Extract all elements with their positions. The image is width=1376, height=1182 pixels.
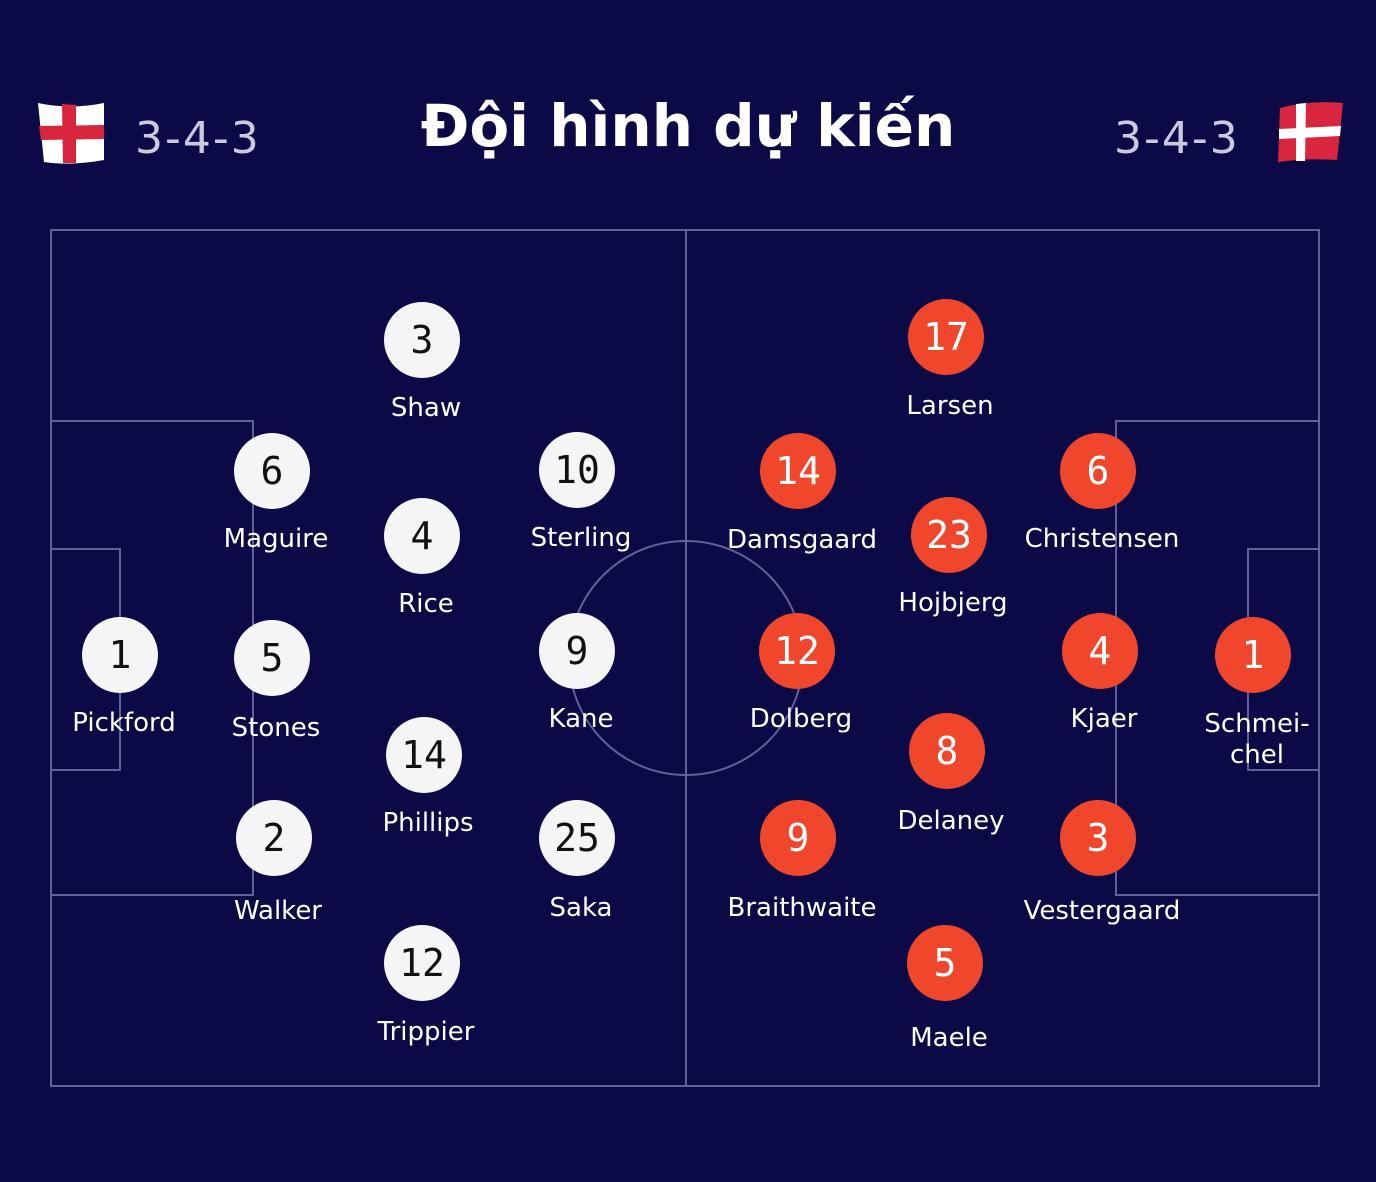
player-name: Hojbjerg [898, 588, 1008, 618]
player-number: 5 [907, 925, 983, 1001]
player-number: 23 [911, 497, 987, 573]
player-number: 9 [760, 800, 836, 876]
player-name: Pickford [72, 708, 176, 738]
player-name: Stones [231, 713, 321, 743]
player-name: Vestergaard [1023, 896, 1181, 926]
player-number: 2 [236, 800, 312, 876]
player-number: 25 [539, 800, 615, 876]
player-name: Walker [233, 896, 323, 926]
player-name: Kane [548, 704, 614, 734]
player-name: Trippier [377, 1017, 475, 1047]
player-name: Christensen [1024, 524, 1180, 554]
player-name: Sterling [530, 523, 632, 553]
player-name: Larsen [906, 391, 994, 421]
player-name: Maguire [223, 524, 329, 554]
player-name: Saka [549, 893, 613, 923]
player-number: 12 [384, 925, 460, 1001]
player-number: 3 [384, 302, 460, 378]
player-name: Braithwaite [727, 893, 877, 923]
player-number: 6 [234, 433, 310, 509]
player-number: 14 [760, 433, 836, 509]
player-number: 6 [1060, 433, 1136, 509]
player-name: Shaw [390, 393, 462, 423]
denmark-flag [1278, 102, 1343, 162]
player-name: Maele [910, 1023, 988, 1053]
player-number: 4 [384, 498, 460, 574]
player-name: Rice [398, 589, 454, 619]
player-name: Kjaer [1070, 704, 1138, 734]
player-name: Delaney [897, 806, 1005, 836]
player-number: 1 [1215, 617, 1291, 693]
player-number: 17 [908, 299, 984, 375]
formation: 3-4-3 [135, 113, 261, 164]
england-flag [38, 103, 104, 164]
player-number: 10 [539, 432, 615, 508]
player-number: 9 [539, 613, 615, 689]
player-number: 5 [234, 620, 310, 696]
player-name: Damsgaard [727, 525, 877, 555]
player-name: Phillips [382, 808, 474, 838]
player-number: 12 [759, 613, 835, 689]
title: Đội hình dự kiến [420, 92, 956, 160]
player-number: 1 [82, 617, 158, 693]
formation: 3-4-3 [1114, 113, 1240, 164]
player-number: 4 [1062, 613, 1138, 689]
player-name: Dolberg [749, 704, 853, 734]
player-number: 3 [1060, 800, 1136, 876]
player-name: Schmei- chel [1204, 709, 1310, 770]
player-number: 8 [909, 713, 985, 789]
player-number: 14 [386, 717, 462, 793]
